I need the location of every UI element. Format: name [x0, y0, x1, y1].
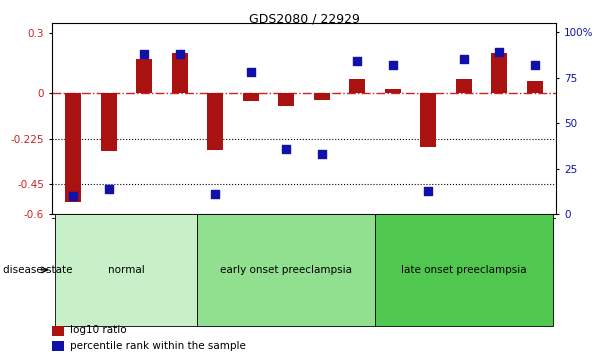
Bar: [375, 214, 553, 326]
Bar: [243, 93, 258, 102]
Bar: [278, 93, 294, 105]
Text: early onset preeclampsia: early onset preeclampsia: [220, 265, 352, 275]
Bar: [456, 79, 472, 93]
Bar: [65, 93, 81, 202]
Point: [210, 191, 220, 197]
Point: [174, 51, 184, 57]
Text: late onset preeclampsia: late onset preeclampsia: [401, 265, 527, 275]
Point: [104, 186, 114, 192]
Point: [494, 49, 504, 55]
Bar: [52, 341, 64, 351]
Bar: [491, 53, 508, 93]
Point: [68, 193, 78, 199]
Text: disease state: disease state: [3, 265, 72, 275]
Bar: [314, 93, 330, 101]
Point: [424, 188, 434, 193]
Point: [282, 146, 291, 152]
Text: GDS2080 / 22929: GDS2080 / 22929: [249, 12, 359, 25]
Bar: [100, 93, 117, 151]
Point: [388, 62, 398, 68]
Text: log10 ratio: log10 ratio: [70, 325, 126, 336]
Point: [246, 69, 255, 75]
Point: [353, 58, 362, 64]
Point: [317, 151, 326, 157]
Point: [530, 62, 540, 68]
Bar: [350, 79, 365, 93]
Bar: [207, 93, 223, 150]
Bar: [52, 326, 64, 336]
Bar: [527, 81, 543, 93]
Bar: [136, 59, 152, 93]
Bar: [171, 53, 188, 93]
Text: percentile rank within the sample: percentile rank within the sample: [70, 341, 246, 351]
Text: normal: normal: [108, 265, 145, 275]
Bar: [198, 214, 375, 326]
Bar: [420, 93, 437, 147]
Point: [459, 57, 469, 62]
Bar: [55, 214, 198, 326]
Point: [139, 51, 149, 57]
Bar: [385, 90, 401, 93]
